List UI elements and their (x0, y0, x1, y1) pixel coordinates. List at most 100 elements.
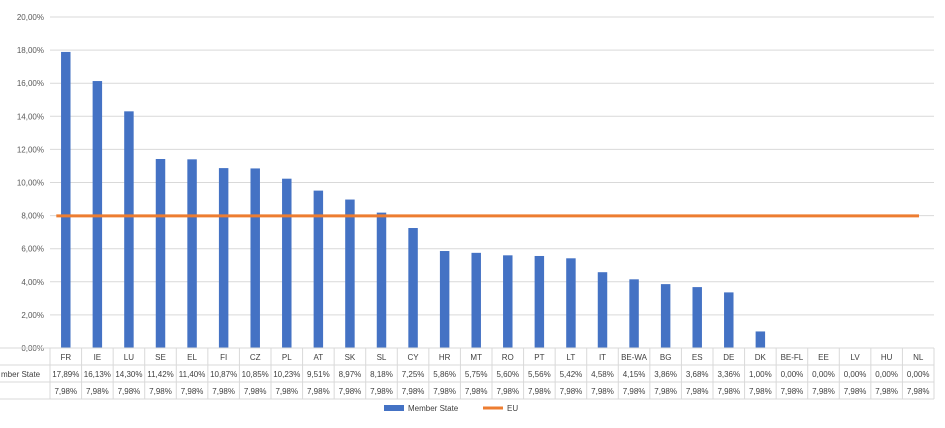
x-tick-label: LT (567, 353, 576, 362)
bar-sl (376, 212, 387, 348)
member-state-value: 0,00% (844, 370, 867, 379)
y-tick-label: 10,00% (17, 179, 44, 188)
eu-value: 7,98% (686, 387, 709, 396)
x-tick-label: PL (282, 353, 292, 362)
x-tick-label: CZ (250, 353, 261, 362)
eu-value: 7,98% (465, 387, 488, 396)
x-tick-label: SK (345, 353, 356, 362)
x-tick-label: EE (818, 353, 829, 362)
y-tick-label: 14,00% (17, 112, 44, 121)
x-tick-label: EL (187, 353, 197, 362)
data-table: FR 17,89% 7,98% IE 16,13% 7,98% LU 14,30% 7,98% S… (0, 347, 935, 400)
eu-value: 7,98% (528, 387, 551, 396)
x-tick-label: CY (408, 353, 420, 362)
member-state-value: 7,25% (402, 370, 425, 379)
member-state-value: 3,68% (686, 370, 709, 379)
eu-value: 7,98% (749, 387, 772, 396)
eu-value: 7,98% (307, 387, 330, 396)
x-tick-label: NL (913, 353, 924, 362)
eu-value: 7,98% (560, 387, 583, 396)
member-state-value: 0,00% (812, 370, 835, 379)
eu-value: 7,98% (812, 387, 835, 396)
x-tick-label: BG (660, 353, 672, 362)
y-tick-label: 12,00% (17, 145, 44, 154)
member-state-value: 1,00% (749, 370, 772, 379)
x-tick-label: PT (534, 353, 544, 362)
x-tick-label: AT (314, 353, 324, 362)
member-state-value: 5,75% (465, 370, 488, 379)
y-tick-label: 2,00% (21, 311, 44, 320)
eu-value: 7,98% (212, 387, 235, 396)
member-state-value: 17,89% (52, 370, 79, 379)
bar-pl (282, 178, 292, 348)
member-state-value: 16,13% (84, 370, 111, 379)
bar-fi (218, 168, 229, 348)
bar-hr (439, 251, 450, 348)
bar-de (724, 292, 734, 348)
bar-be-wa (629, 279, 639, 348)
y-tick-label: 16,00% (17, 79, 44, 88)
member-state-value: 10,85% (242, 370, 269, 379)
y-tick-label: 4,00% (21, 278, 44, 287)
member-state-value: 5,42% (560, 370, 583, 379)
x-tick-label: IT (599, 353, 606, 362)
eu-value: 7,98% (433, 387, 456, 396)
eu-value: 7,98% (907, 387, 930, 396)
bar-ro (503, 255, 513, 348)
gridlines (50, 16, 934, 349)
x-tick-label: LV (850, 353, 860, 362)
x-tick-label: BE-WA (621, 353, 648, 362)
bar-dk (755, 331, 766, 348)
member-state-value: 3,86% (654, 370, 677, 379)
x-tick-label: MT (470, 353, 482, 362)
x-tick-label: RO (502, 353, 514, 362)
member-state-value: 0,00% (781, 370, 804, 379)
eu-value: 7,98% (402, 387, 425, 396)
eu-value: 7,98% (717, 387, 740, 396)
eu-value: 7,98% (149, 387, 172, 396)
bar-fr (61, 51, 71, 348)
eu-value: 7,98% (339, 387, 362, 396)
bar-at (313, 190, 324, 348)
y-axis-ticks: 0,00%2,00%4,00%6,00%8,00%10,00%12,00%14,… (17, 13, 44, 353)
member-state-value: 5,60% (496, 370, 519, 379)
bar-lu (124, 111, 134, 349)
eu-value: 7,98% (370, 387, 393, 396)
eu-value: 7,98% (654, 387, 677, 396)
member-state-value: 3,36% (717, 370, 740, 379)
eu-value: 7,98% (496, 387, 519, 396)
x-tick-label: DE (723, 353, 734, 362)
x-tick-label: IE (94, 353, 102, 362)
eu-value: 7,98% (244, 387, 267, 396)
member-state-value: 14,30% (115, 370, 142, 379)
x-tick-label: HU (881, 353, 893, 362)
y-tick-label: 8,00% (21, 212, 44, 221)
y-tick-label: 18,00% (17, 46, 44, 55)
bar-se (155, 158, 166, 348)
member-state-value: 5,56% (528, 370, 551, 379)
member-state-value: 0,00% (875, 370, 898, 379)
member-state-value: 11,40% (179, 370, 206, 379)
y-tick-label: 6,00% (21, 245, 44, 254)
x-tick-label: SL (377, 353, 387, 362)
member-state-value: 8,97% (339, 370, 362, 379)
x-tick-label: FI (220, 353, 227, 362)
member-state-value: 8,18% (370, 370, 393, 379)
member-state-value: 4,15% (623, 370, 646, 379)
x-tick-label: LU (124, 353, 134, 362)
member-state-value: 10,23% (273, 370, 300, 379)
eu-value: 7,98% (275, 387, 298, 396)
eu-value: 7,98% (118, 387, 141, 396)
member-state-value: 4,58% (591, 370, 614, 379)
bar-it (597, 272, 608, 348)
x-tick-label: DK (755, 353, 767, 362)
member-state-value: 0,00% (907, 370, 930, 379)
legend-label-eu: EU (507, 404, 518, 413)
row-label-member-state: mber State (1, 370, 41, 379)
eu-value: 7,98% (86, 387, 109, 396)
legend-swatch-member-state (384, 405, 404, 411)
bar-es (692, 287, 702, 348)
eu-value: 7,98% (875, 387, 898, 396)
member-state-value: 5,86% (433, 370, 456, 379)
